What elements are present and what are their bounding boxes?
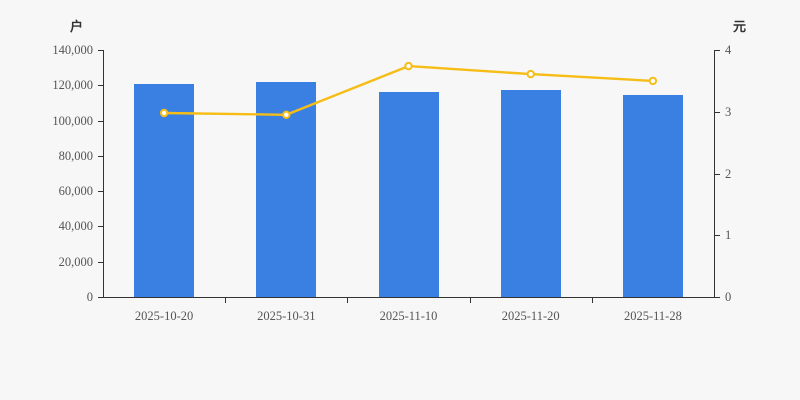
left-axis-tick-label: 40,000	[58, 219, 93, 234]
bar[interactable]	[623, 95, 683, 297]
right-axis-tick-mark	[715, 112, 720, 113]
right-axis-tick-mark	[715, 235, 720, 236]
left-axis-tick-mark	[98, 262, 103, 263]
right-axis-tick-mark	[715, 174, 720, 175]
left-axis-tick-mark	[98, 191, 103, 192]
left-axis-tick-mark	[98, 156, 103, 157]
left-axis-tick-label: 100,000	[52, 113, 93, 128]
left-axis-tick-mark	[98, 85, 103, 86]
left-axis-tick-mark	[98, 121, 103, 122]
x-axis-tick-label: 2025-10-31	[257, 309, 316, 323]
x-axis-tick-label: 2025-11-10	[379, 309, 438, 323]
x-axis-tick-mark	[470, 298, 471, 303]
left-axis-tick-label: 60,000	[58, 183, 93, 198]
line-marker[interactable]: 2025-11-28: 3.5 元	[648, 76, 658, 86]
line-marker[interactable]: 2025-11-20: 3.61 元	[526, 69, 535, 79]
left-axis-tick-label: 20,000	[58, 254, 93, 269]
x-axis-tick-label: 2025-11-28	[623, 309, 682, 323]
x-axis-line	[103, 297, 714, 298]
line-marker[interactable]: 2025-11-10: 3.74 元	[404, 61, 413, 71]
bar[interactable]	[134, 84, 194, 297]
bar[interactable]	[379, 92, 439, 297]
left-axis-tick-label: 0	[86, 289, 93, 304]
x-axis-tick-mark	[592, 298, 593, 303]
right-axis-tick-mark	[715, 50, 720, 51]
right-axis-tick-label: 3	[725, 104, 732, 119]
left-axis-tick-mark	[98, 297, 103, 298]
left-axis-tick-label: 80,000	[58, 148, 93, 163]
left-axis-tick-label: 120,000	[52, 78, 93, 93]
right-axis-unit-label: 元	[733, 20, 747, 35]
bar[interactable]	[256, 82, 316, 297]
right-axis-tick-label: 0	[725, 289, 732, 304]
bar[interactable]	[501, 90, 561, 297]
left-axis-tick-mark	[98, 226, 103, 227]
left-axis-tick-mark	[98, 50, 103, 51]
right-axis-tick-label: 2	[725, 166, 732, 181]
right-axis-tick-label: 4	[725, 42, 732, 57]
x-axis-tick-label: 2025-10-20	[134, 309, 194, 323]
left-axis-line	[103, 50, 104, 298]
x-axis-tick-mark	[347, 298, 348, 303]
x-axis-tick-mark	[225, 298, 226, 303]
left-axis-tick-label: 140,000	[52, 42, 93, 57]
left-axis-unit-label: 户	[70, 20, 84, 35]
right-axis-tick-label: 1	[725, 228, 732, 242]
right-axis-tick-mark	[715, 297, 720, 298]
x-axis-tick-label: 2025-11-20	[501, 309, 560, 323]
right-axis-line	[714, 50, 715, 298]
